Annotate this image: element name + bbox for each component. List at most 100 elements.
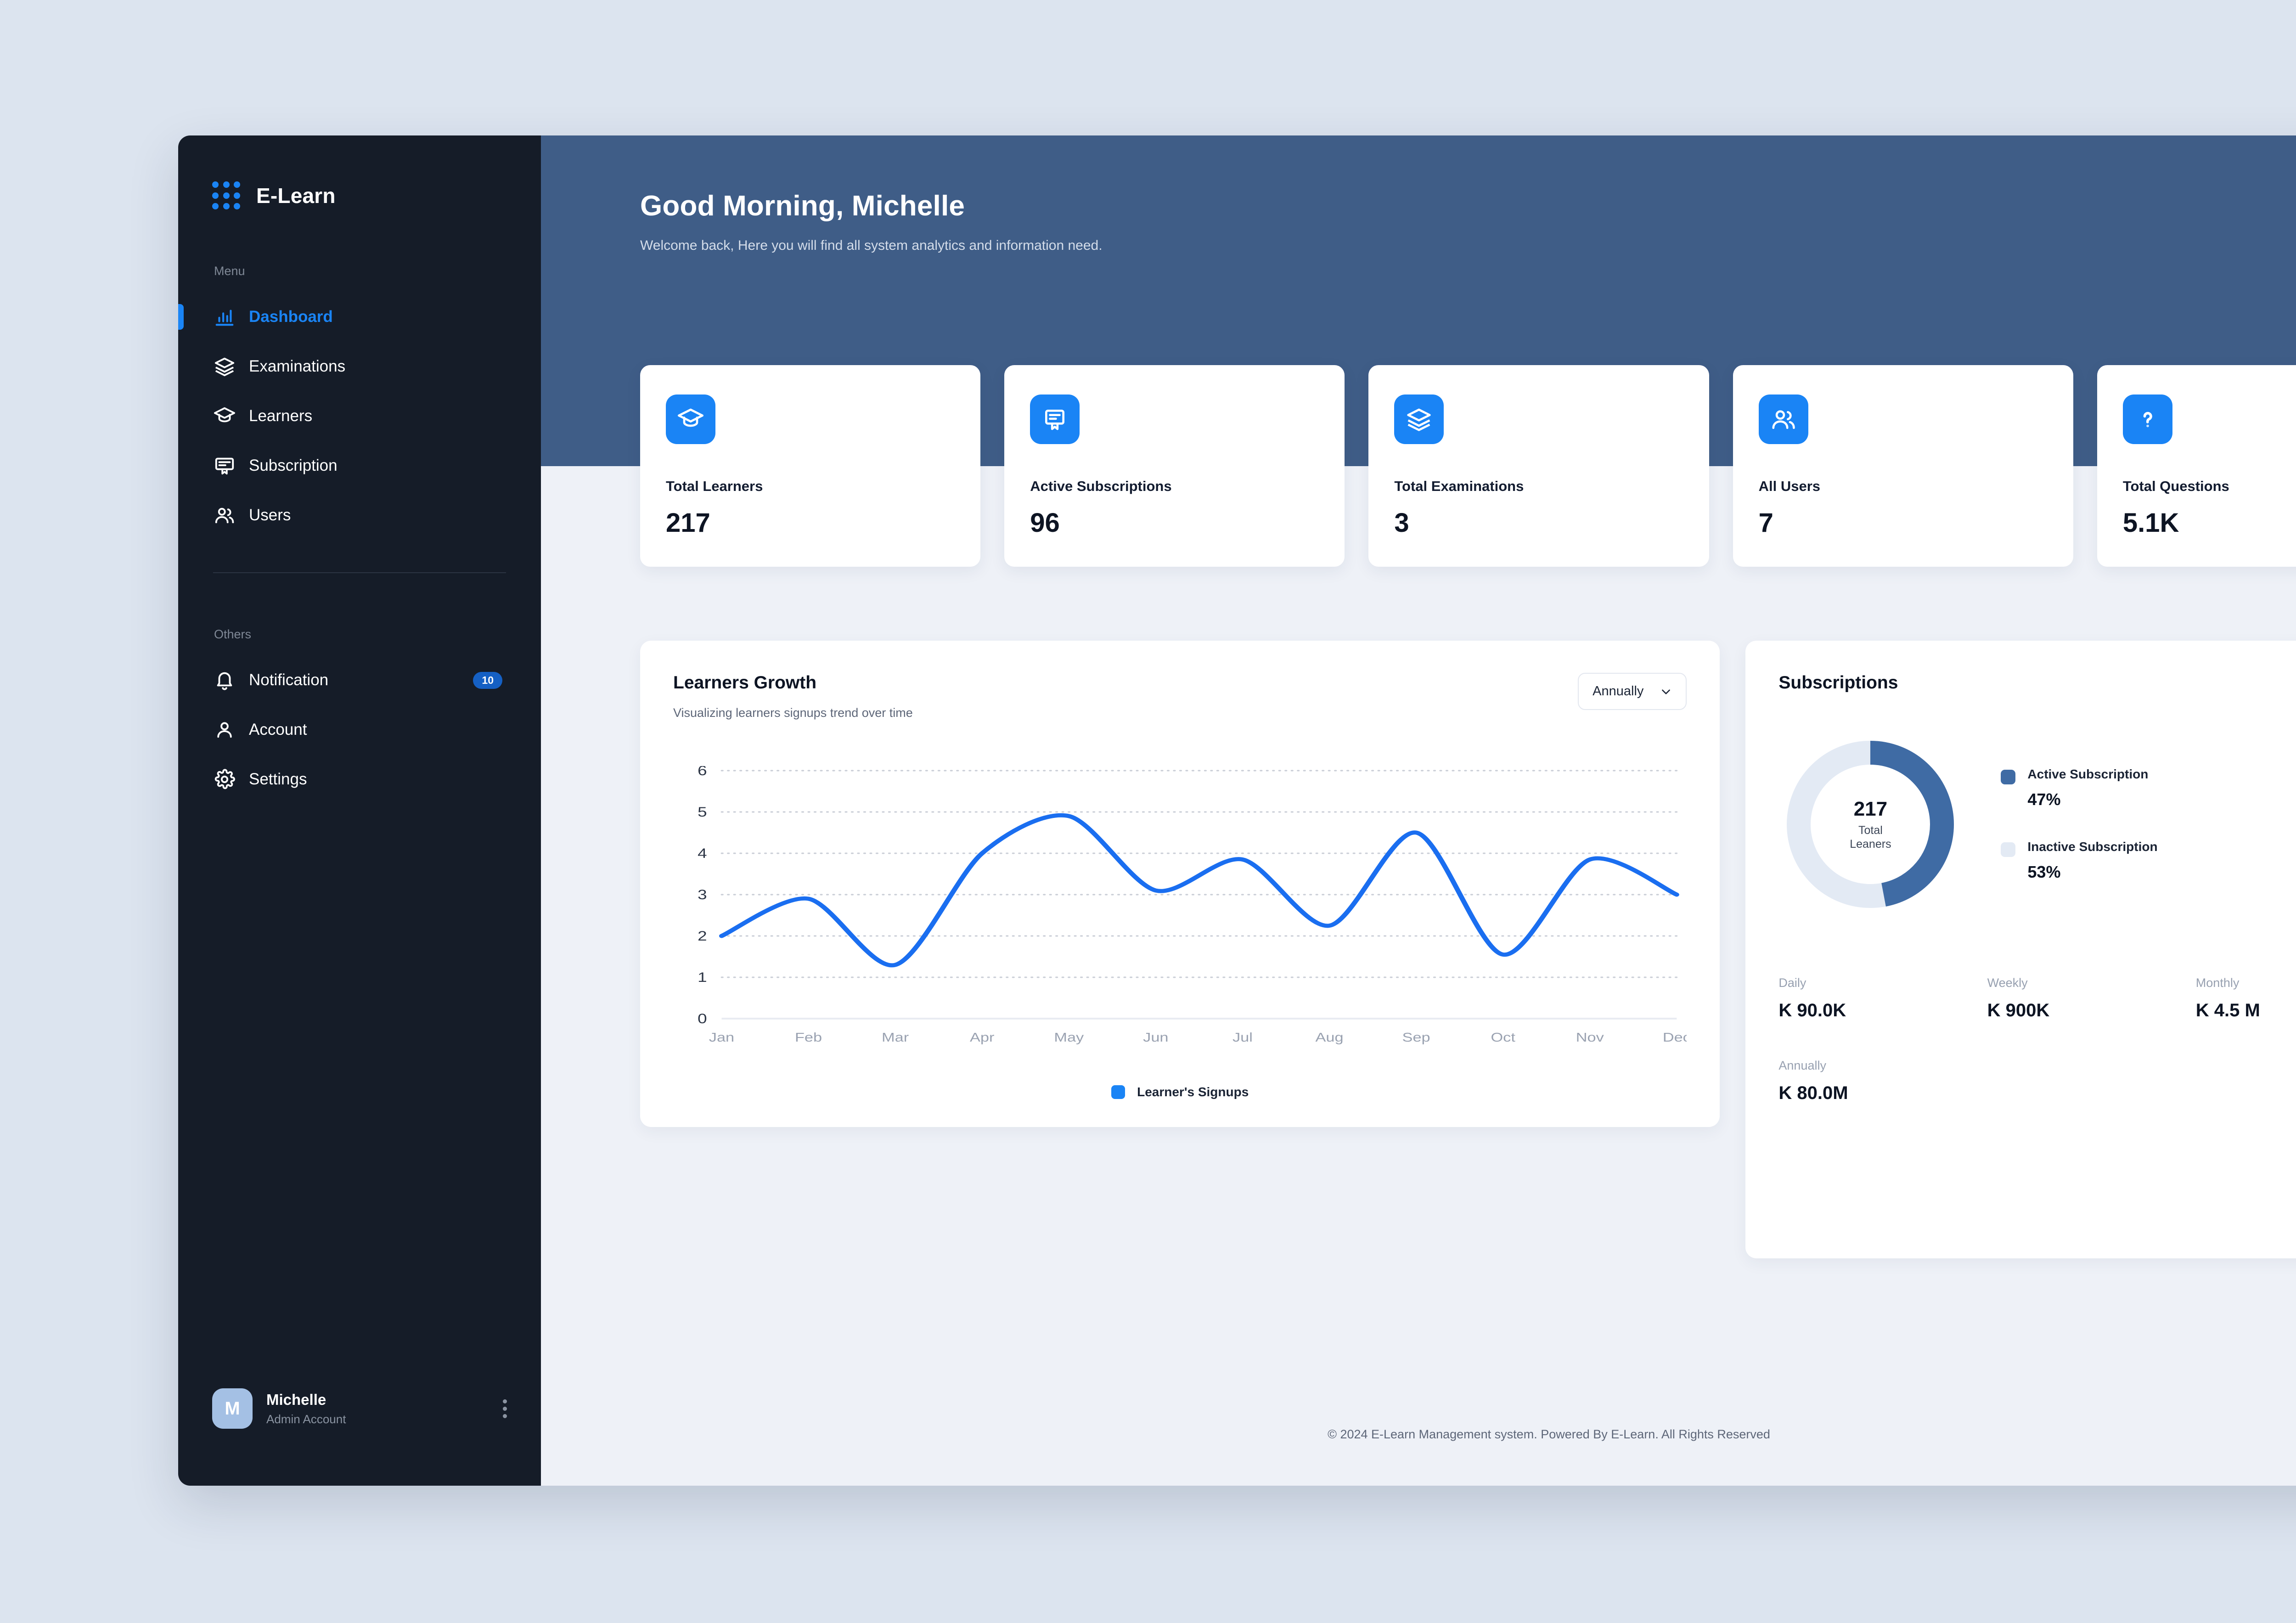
line-chart-svg: 0 1 2 3 4 5 6 Jan Feb Mar Apr May Jun Jul Aug Sep Oct Nov… bbox=[698, 766, 1687, 1044]
panel-title: Learners Growth bbox=[673, 673, 817, 693]
learners-growth-panel: Learners Growth Visualizing learners sig… bbox=[640, 641, 1720, 1127]
revenue-label: Weekly bbox=[1987, 976, 2028, 990]
brand-name: E-Learn bbox=[256, 184, 336, 208]
sidebar-item-settings[interactable]: Settings bbox=[178, 755, 541, 804]
graduation-cap-icon bbox=[666, 394, 715, 444]
users-icon bbox=[214, 505, 235, 526]
svg-text:Feb: Feb bbox=[795, 1030, 822, 1044]
svg-text:Aug: Aug bbox=[1315, 1030, 1343, 1044]
bar-chart-icon bbox=[214, 306, 235, 327]
sidebar-item-users[interactable]: Users bbox=[178, 490, 541, 540]
certificate-icon bbox=[214, 455, 235, 476]
svg-text:Jul: Jul bbox=[1232, 1030, 1253, 1044]
donut-center-label: 217 Total Leaners bbox=[1778, 733, 1962, 916]
svg-text:4: 4 bbox=[698, 846, 707, 861]
revenue-label: Annually bbox=[1778, 1059, 1826, 1072]
sidebar-item-account[interactable]: Account bbox=[178, 705, 541, 755]
line-series-path bbox=[719, 813, 1679, 968]
donut-caption-line1: Total bbox=[1858, 824, 1883, 837]
chevron-down-icon bbox=[1660, 686, 1672, 698]
layers-icon bbox=[214, 356, 235, 377]
revenue-label: Daily bbox=[1778, 976, 1806, 990]
panel-subtitle: Visualizing learners signups trend over … bbox=[673, 706, 913, 720]
legend-swatch bbox=[1111, 1085, 1125, 1099]
revenue-value: K 900K bbox=[1987, 1000, 2050, 1020]
stat-label: Total Examinations bbox=[1394, 478, 1524, 494]
revenue-label: Monthly bbox=[2195, 976, 2240, 990]
revenue-item-daily: Daily K 90.0K bbox=[1778, 976, 1987, 1021]
kebab-menu-icon[interactable] bbox=[503, 1399, 507, 1418]
revenue-item-weekly: Weekly K 900K bbox=[1987, 976, 2196, 1021]
sidebar-item-subscription[interactable]: Subscription bbox=[178, 441, 541, 490]
stat-card-active-subscriptions[interactable]: Active Subscriptions 96 bbox=[1004, 365, 1345, 567]
svg-text:3: 3 bbox=[698, 887, 707, 902]
person-icon bbox=[214, 719, 235, 740]
svg-text:Sep: Sep bbox=[1402, 1030, 1430, 1044]
sidebar-user-card[interactable]: M Michelle Admin Account bbox=[178, 1388, 541, 1486]
stat-cards-row: Total Learners 217 Active Subscriptions … bbox=[640, 365, 2296, 567]
stat-card-total-questions[interactable]: Total Questions 5.1K bbox=[2097, 365, 2296, 567]
time-range-select[interactable]: Annually bbox=[1578, 673, 1687, 710]
line-chart: 0 1 2 3 4 5 6 Jan Feb Mar Apr May Jun Jul Aug Sep Oct Nov… bbox=[673, 766, 1687, 1060]
secondary-nav: Notification 10 Account bbox=[178, 655, 541, 804]
revenue-item-monthly: Monthly K 4.5 M bbox=[2196, 976, 2296, 1021]
legend-name: Inactive Subscription bbox=[2027, 840, 2158, 854]
stat-label: Total Learners bbox=[666, 478, 763, 494]
avatar: M bbox=[212, 1388, 253, 1429]
stat-card-total-learners[interactable]: Total Learners 217 bbox=[640, 365, 981, 567]
revenue-value: K 90.0K bbox=[1778, 1000, 1846, 1020]
stat-value: 217 bbox=[666, 508, 710, 538]
sidebar-item-label: Settings bbox=[249, 770, 307, 788]
stat-card-all-users[interactable]: All Users 7 bbox=[1733, 365, 2073, 567]
donut-chart: 217 Total Leaners bbox=[1778, 733, 1962, 916]
stat-value: 3 bbox=[1394, 508, 1409, 538]
sidebar-item-label: Account bbox=[249, 721, 307, 738]
brand: E-Learn bbox=[178, 135, 541, 210]
donut-caption-line2: Leaners bbox=[1850, 838, 1891, 851]
subscriptions-legend: Active Subscription 47% Inactive Subscri… bbox=[2001, 767, 2158, 882]
sidebar-item-learners[interactable]: Learners bbox=[178, 391, 541, 441]
sidebar-item-notification[interactable]: Notification 10 bbox=[178, 655, 541, 705]
primary-nav: Dashboard Examinations bbox=[178, 292, 541, 540]
stat-card-total-examinations[interactable]: Total Examinations 3 bbox=[1368, 365, 1709, 567]
subscriptions-panel: Subscriptions 217 Total Leaners bbox=[1745, 641, 2296, 1258]
layers-icon bbox=[1394, 394, 1444, 444]
main-content: Good Morning, Michelle Welcome back, Her… bbox=[541, 135, 2296, 1486]
sidebar-item-examinations[interactable]: Examinations bbox=[178, 342, 541, 391]
sidebar-divider bbox=[213, 572, 506, 573]
svg-text:May: May bbox=[1054, 1030, 1084, 1044]
revenue-grid: Daily K 90.0K Weekly K 900K Monthly K 4.… bbox=[1778, 976, 2296, 1104]
dashboard-panels: Learners Growth Visualizing learners sig… bbox=[541, 466, 2296, 1373]
footer: © 2024 E-Learn Management system. Powere… bbox=[1328, 1427, 1770, 1441]
stat-value: 5.1K bbox=[2122, 508, 2179, 538]
svg-text:Nov: Nov bbox=[1576, 1030, 1604, 1044]
page-subtitle: Welcome back, Here you will find all sys… bbox=[640, 238, 1103, 253]
app-window: E-Learn Menu Dashboard bbox=[178, 135, 2296, 1486]
dot-grid-icon bbox=[212, 181, 241, 210]
svg-text:2: 2 bbox=[698, 929, 707, 944]
revenue-value: K 80.0M bbox=[1778, 1083, 1848, 1103]
legend-label: Learner's Signups bbox=[1137, 1085, 1249, 1099]
legend-swatch-active bbox=[2001, 770, 2016, 784]
legend-swatch-inactive bbox=[2001, 842, 2016, 857]
question-mark-icon bbox=[2122, 394, 2172, 444]
svg-text:5: 5 bbox=[698, 805, 707, 820]
sidebar-item-label: Users bbox=[249, 506, 291, 524]
legend-name: Active Subscription bbox=[2027, 767, 2149, 781]
user-role: Admin Account bbox=[266, 1412, 346, 1426]
svg-text:Mar: Mar bbox=[882, 1030, 909, 1044]
sidebar-item-label: Dashboard bbox=[249, 308, 333, 326]
sidebar-item-dashboard[interactable]: Dashboard bbox=[178, 292, 541, 342]
stat-label: All Users bbox=[1758, 478, 1821, 494]
stat-label: Active Subscriptions bbox=[1030, 478, 1172, 494]
sidebar: E-Learn Menu Dashboard bbox=[178, 135, 541, 1486]
sidebar-item-label: Subscription bbox=[249, 456, 338, 474]
sidebar-item-label: Learners bbox=[249, 407, 313, 425]
sidebar-item-label: Examinations bbox=[249, 357, 346, 375]
notification-badge: 10 bbox=[473, 671, 502, 689]
svg-text:Jun: Jun bbox=[1143, 1030, 1168, 1044]
legend-item-inactive: Inactive Subscription 53% bbox=[2001, 840, 2158, 882]
svg-text:Dec: Dec bbox=[1663, 1030, 1687, 1044]
graduation-cap-icon bbox=[214, 406, 235, 427]
sidebar-item-label: Notification bbox=[249, 671, 329, 689]
